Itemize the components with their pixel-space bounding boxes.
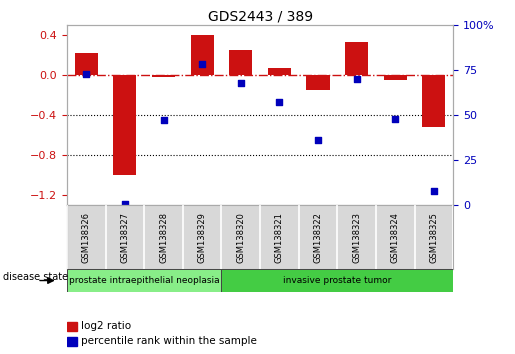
Point <box>314 137 322 143</box>
Bar <box>191 35 214 75</box>
Point <box>391 116 400 121</box>
Bar <box>221 269 453 292</box>
Point <box>430 188 438 194</box>
Bar <box>67 337 77 346</box>
Text: percentile rank within the sample: percentile rank within the sample <box>81 336 257 346</box>
Text: GSM138327: GSM138327 <box>121 212 129 263</box>
Bar <box>268 68 291 75</box>
Point <box>82 71 91 76</box>
Point <box>236 80 245 85</box>
Bar <box>75 53 98 75</box>
Point <box>352 76 360 82</box>
Text: prostate intraepithelial neoplasia: prostate intraepithelial neoplasia <box>69 276 219 285</box>
Point <box>121 201 129 206</box>
Point <box>275 99 283 105</box>
Bar <box>422 75 445 127</box>
Bar <box>67 269 221 292</box>
Text: GSM138328: GSM138328 <box>159 212 168 263</box>
Bar <box>152 75 175 77</box>
Text: disease state: disease state <box>3 272 67 282</box>
Text: GSM138323: GSM138323 <box>352 212 361 263</box>
Bar <box>113 75 136 175</box>
Text: GSM138320: GSM138320 <box>236 212 245 263</box>
Text: GSM138329: GSM138329 <box>198 212 207 263</box>
Bar <box>229 50 252 75</box>
Point <box>159 118 167 123</box>
Bar <box>384 75 407 80</box>
Text: GSM138322: GSM138322 <box>314 212 322 263</box>
Bar <box>345 42 368 75</box>
Text: GSM138325: GSM138325 <box>430 212 438 263</box>
Title: GDS2443 / 389: GDS2443 / 389 <box>208 10 313 24</box>
Text: log2 ratio: log2 ratio <box>81 321 131 331</box>
Bar <box>67 322 77 331</box>
Bar <box>306 75 330 90</box>
Text: GSM138321: GSM138321 <box>275 212 284 263</box>
Point <box>198 62 206 67</box>
Text: GSM138324: GSM138324 <box>391 212 400 263</box>
Text: GSM138326: GSM138326 <box>82 212 91 263</box>
Text: invasive prostate tumor: invasive prostate tumor <box>283 276 391 285</box>
